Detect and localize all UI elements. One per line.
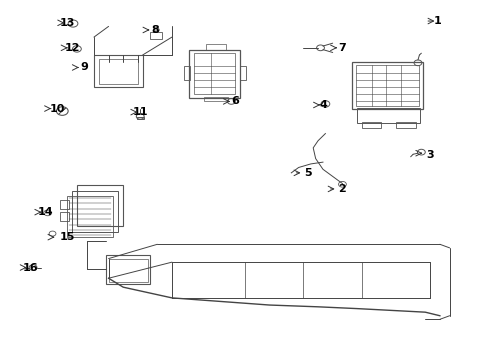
Text: 2: 2: [339, 184, 346, 194]
Bar: [357, 108, 420, 123]
Bar: [137, 117, 144, 119]
Bar: [240, 66, 246, 80]
Bar: [94, 55, 143, 87]
Text: 9: 9: [80, 63, 88, 72]
Bar: [194, 53, 235, 94]
Bar: [72, 191, 118, 232]
Bar: [352, 62, 423, 109]
Bar: [106, 255, 150, 284]
Bar: [99, 59, 138, 84]
Bar: [67, 196, 114, 237]
Text: 8: 8: [151, 25, 159, 35]
Bar: [184, 66, 190, 80]
Bar: [109, 258, 147, 282]
Bar: [396, 122, 416, 128]
Text: 10: 10: [49, 104, 65, 113]
Bar: [60, 200, 69, 208]
Text: 4: 4: [319, 100, 327, 110]
Text: 14: 14: [37, 207, 53, 217]
Bar: [206, 44, 225, 50]
Text: 13: 13: [59, 18, 75, 28]
Text: 11: 11: [132, 107, 148, 117]
Bar: [362, 122, 381, 128]
Bar: [189, 50, 240, 98]
Bar: [203, 97, 228, 102]
Bar: [77, 185, 123, 226]
Text: 1: 1: [434, 16, 441, 26]
Bar: [150, 32, 162, 39]
Text: 15: 15: [59, 232, 75, 242]
Text: 12: 12: [64, 43, 80, 53]
Bar: [60, 212, 69, 221]
Text: 16: 16: [23, 262, 38, 273]
Text: 3: 3: [426, 150, 434, 160]
Bar: [356, 65, 419, 106]
Text: 6: 6: [231, 96, 239, 107]
Text: 5: 5: [304, 168, 312, 178]
Text: 7: 7: [339, 43, 346, 53]
